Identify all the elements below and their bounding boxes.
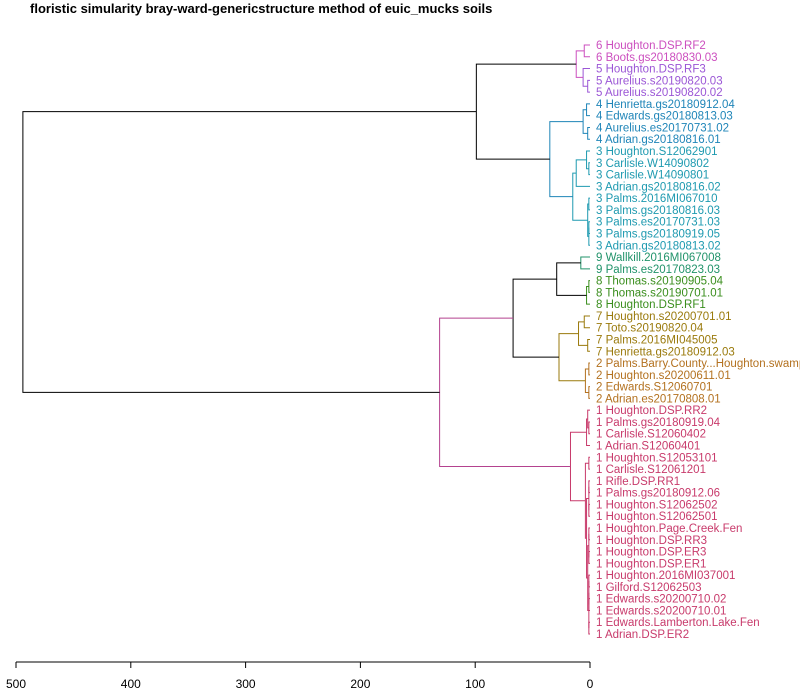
dendrogram-branch-m8b: [586, 285, 590, 305]
dendrogram-branch-m5a: [587, 79, 590, 93]
leaf-label: 1 Edwards.s20200710.01: [596, 605, 726, 617]
leaf-label: 3 Carlisle.W14090802: [596, 158, 709, 170]
leaf-label: 8 Thomas.s20190905.04: [596, 276, 724, 288]
dendrogram-branch-m9: [580, 256, 590, 270]
dendrogram-branch-m98: [556, 262, 587, 296]
leaf-label: 8 Thomas.s20190701.01: [596, 287, 723, 299]
dendrogram-branch-m4a: [586, 103, 590, 117]
leaf-label: 6 Houghton.DSP.RF2: [596, 40, 706, 52]
leaf-label: 7 Henrietta.gs20180912.03: [596, 346, 735, 358]
dendrogram-branch-m3c: [575, 159, 590, 187]
leaf-label: 6 Boots.gs20180830.03: [596, 52, 718, 64]
leaf-label: 1 Rifle.DSP.RR1: [596, 476, 680, 488]
leaf-label: 1 Palms.gs20180919.04: [596, 417, 721, 429]
dendrogram-links: [22, 44, 590, 635]
leaf-label: 1 Edwards.Lamberton.Lake.Fen: [596, 617, 760, 629]
leaf-label: 2 Palms.Barry.County...Houghton.swamp: [596, 358, 800, 370]
leaf-label: 3 Palms.2016MI067010: [596, 193, 717, 205]
x-axis-tick-label: 300: [236, 677, 256, 691]
dendrogram-branch-m72: [558, 333, 586, 382]
leaf-label: 4 Aurelius.es20170731.02: [596, 122, 729, 134]
leaf-label: 2 Adrian.es20170808.01: [596, 393, 721, 405]
leaf-label: 9 Wallkill.2016MI067008: [596, 252, 721, 264]
leaf-label: 3 Adrian.gs20180816.02: [596, 181, 721, 193]
leaf-label: 1 Edwards.s20200710.02: [596, 594, 726, 606]
leaf-label: 5 Aurelius.s20190820.03: [596, 75, 723, 87]
leaf-label: 3 Houghton.S12062901: [596, 146, 718, 158]
dendrogram-branch-mTop: [475, 63, 577, 160]
x-axis-tick-label: 400: [121, 677, 141, 691]
dendrogram-branch-m3: [572, 172, 588, 221]
leaf-label: 3 Carlisle.W14090801: [596, 170, 709, 182]
leaf-label: 4 Henrietta.gs20180912.04: [596, 99, 735, 111]
dendrogram-branch-m2b: [588, 386, 590, 399]
dendrogram-branch-m1c: [586, 418, 590, 447]
leaf-label: 3 Palms.es20170731.03: [596, 217, 720, 229]
leaf-label: 1 Houghton.S12062501: [596, 511, 718, 523]
leaf-label: 3 Adrian.gs20180813.02: [596, 240, 721, 252]
dendrogram-branch-m1r: [584, 462, 589, 539]
dendrogram-branch-m7b: [587, 339, 590, 352]
leaf-label: 1 Houghton.2016MI037001: [596, 570, 735, 582]
x-axis-tick-label: 100: [465, 677, 485, 691]
leaf-label: 2 Edwards.S12060701: [596, 382, 712, 394]
leaf-label: 2 Houghton.s20200611.01: [596, 370, 731, 382]
dendrogram-branch-m7: [578, 321, 588, 346]
leaf-label: 4 Adrian.gs20180816.01: [596, 134, 721, 146]
leaf-label: 1 Houghton.DSP.RR2: [596, 405, 707, 417]
leaf-label: 7 Toto.s20190820.04: [596, 323, 704, 335]
dendrogram-branch-m5: [582, 68, 590, 87]
leaf-label: 8 Houghton.DSP.RF1: [596, 299, 706, 311]
dendrogram-branch-m7a: [583, 315, 590, 329]
leaf-label: 4 Edwards.gs20180813.03: [596, 111, 733, 123]
dendrogram-branch-m43: [549, 121, 584, 198]
dendrogram-branch-m2a: [588, 362, 590, 376]
x-axis: 500 400 300 200 100 0: [6, 661, 594, 691]
dendrogram-branch-m6: [583, 44, 590, 58]
dendrogram-branch-mMid: [512, 278, 560, 358]
leaf-label: 3 Palms.gs20180919.05: [596, 228, 720, 240]
leaf-label: 1 Carlisle.S12060402: [596, 429, 706, 441]
leaf-label: 7 Houghton.s20200701.01: [596, 311, 732, 323]
leaf-label: 5 Houghton.DSP.RF3: [596, 64, 706, 76]
dendrogram-branch-m1a: [588, 421, 590, 435]
leaf-label: 1 Houghton.DSP.ER1: [596, 558, 706, 570]
leaf-label: 1 Gilford.S12062503: [596, 582, 702, 594]
x-axis-tick-label: 500: [6, 677, 26, 691]
leaf-label: 1 Houghton.S12053101: [596, 452, 718, 464]
leaf-label: 1 Houghton.S12062502: [596, 499, 718, 511]
dendrogram-branch-m1: [569, 431, 587, 502]
dendrogram-branch-m8a: [588, 280, 590, 293]
leaf-label: 1 Houghton.Page.Creek.Fen: [596, 523, 742, 535]
leaf-label: 1 Palms.gs20180912.06: [596, 488, 720, 500]
leaf-label: 1 Adrian.DSP.ER2: [596, 629, 689, 641]
leaf-label: 9 Palms.es20170823.03: [596, 264, 720, 276]
x-axis-tick-label: 200: [350, 677, 370, 691]
dendrogram-branch-m4b: [587, 126, 590, 140]
dendrogram-branch-root: [22, 111, 477, 393]
dendrogram-branch-m2: [584, 368, 589, 394]
dendrogram-branch-m1d: [588, 456, 590, 470]
dendrogram-branch-m3d: [588, 197, 590, 211]
dendrogram-branch-m3f: [588, 227, 590, 246]
leaf-label: 1 Houghton.DSP.RR3: [596, 535, 707, 547]
leaf-label: 7 Palms.2016MI045005: [596, 335, 717, 347]
leaf-label: 1 Carlisle.S12061201: [596, 464, 706, 476]
leaf-label: 1 Adrian.S12060401: [596, 441, 700, 453]
x-axis-tick-label: 0: [587, 677, 594, 691]
leaf-label: 3 Palms.gs20180816.03: [596, 205, 720, 217]
dendrogram-branch-mBot: [439, 317, 571, 468]
dendrogram-branch-m3b: [586, 150, 590, 170]
leaf-label: 1 Houghton.DSP.ER3: [596, 547, 706, 559]
leaf-label: 5 Aurelius.s20190820.02: [596, 87, 723, 99]
dendrogram-branch-m3a: [588, 162, 590, 176]
chart-title: floristic simularity bray-ward-genericst…: [30, 1, 493, 16]
